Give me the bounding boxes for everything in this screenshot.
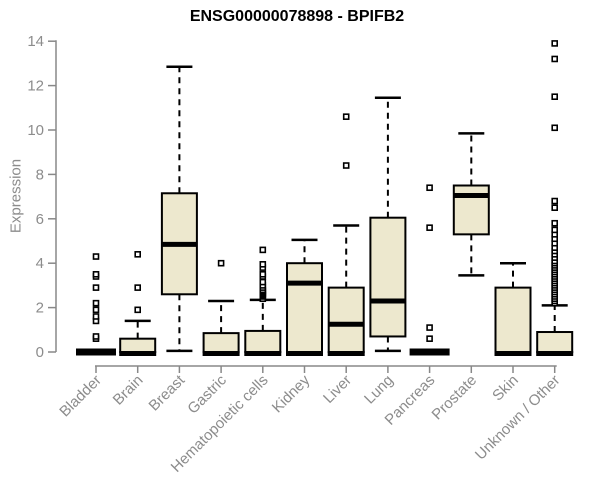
outlier-point <box>551 219 559 227</box>
outlier-point <box>134 284 141 291</box>
outlier-point <box>342 113 350 120</box>
box <box>286 262 323 354</box>
x-tick-label: Kidney <box>269 371 314 416</box>
outlier-point <box>551 40 559 47</box>
outlier-point <box>259 246 267 254</box>
outlier-point <box>92 299 100 307</box>
outlier-point <box>551 93 559 100</box>
box <box>452 184 490 236</box>
box <box>119 337 157 353</box>
x-tick-label: Brain <box>110 372 147 409</box>
outlier-point <box>92 333 100 340</box>
outlier-point <box>134 251 141 258</box>
x-tick-label: Liver <box>320 372 355 407</box>
box <box>369 216 407 338</box>
y-tick-label: 4 <box>36 255 44 272</box>
y-tick-label: 10 <box>27 122 44 139</box>
outlier-point <box>92 253 100 260</box>
outlier-point <box>259 278 267 286</box>
outlier-point <box>551 55 559 63</box>
chart-title: ENSG00000078898 - BPIFB2 <box>189 8 405 25</box>
outlier-point <box>426 335 433 342</box>
y-tick-label: 0 <box>36 344 44 361</box>
y-tick-label: 12 <box>27 78 44 95</box>
outlier-point <box>134 306 141 314</box>
box <box>327 286 365 353</box>
outlier-point <box>551 124 559 132</box>
y-tick-label: 6 <box>36 211 44 228</box>
collapsed-box <box>76 348 116 356</box>
y-tick-label: 8 <box>36 166 44 183</box>
outlier-point <box>259 261 267 268</box>
outlier-point <box>551 226 559 234</box>
x-tick-label: Lung <box>361 372 397 408</box>
y-tick-label: 14 <box>27 33 44 50</box>
outlier-point <box>426 324 433 331</box>
x-tick-label: Prostate <box>429 372 481 424</box>
outlier-point <box>551 204 559 211</box>
outlier-point <box>92 306 100 314</box>
collapsed-box <box>409 348 450 356</box>
outlier-point <box>92 270 100 278</box>
box <box>494 286 532 353</box>
box <box>244 329 282 354</box>
outlier-point <box>551 197 559 205</box>
x-tick-label: Bladder <box>56 372 105 421</box>
x-tick-label: Skin <box>489 372 522 405</box>
outlier-point <box>426 184 433 192</box>
outlier-point <box>92 313 100 320</box>
x-tick-label: Breast <box>146 371 189 414</box>
outlier-point <box>342 162 350 169</box>
outlier-point <box>217 259 225 267</box>
box <box>202 332 240 354</box>
outlier-point <box>426 224 433 231</box>
outlier-point <box>259 270 267 278</box>
box <box>536 331 574 353</box>
outlier-point <box>92 284 100 291</box>
y-tick-label: 2 <box>36 300 44 317</box>
